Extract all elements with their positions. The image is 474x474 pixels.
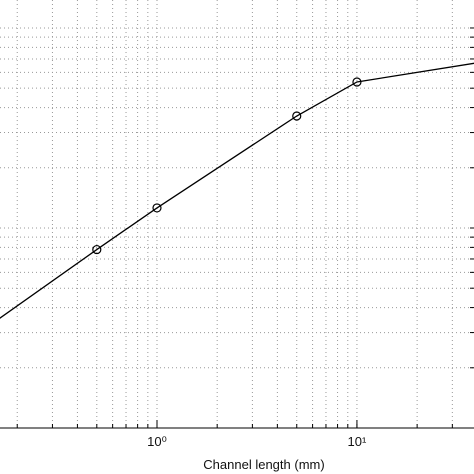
- x-axis-label: Channel length (mm): [203, 457, 324, 472]
- data-line: [0, 62, 474, 319]
- data-point: [152, 203, 162, 213]
- x-tick-label: 10⁰: [147, 434, 167, 449]
- data-point: [92, 244, 102, 255]
- data-point: [292, 111, 302, 121]
- data-point: [352, 77, 362, 87]
- x-tick-label: 10¹: [348, 434, 367, 449]
